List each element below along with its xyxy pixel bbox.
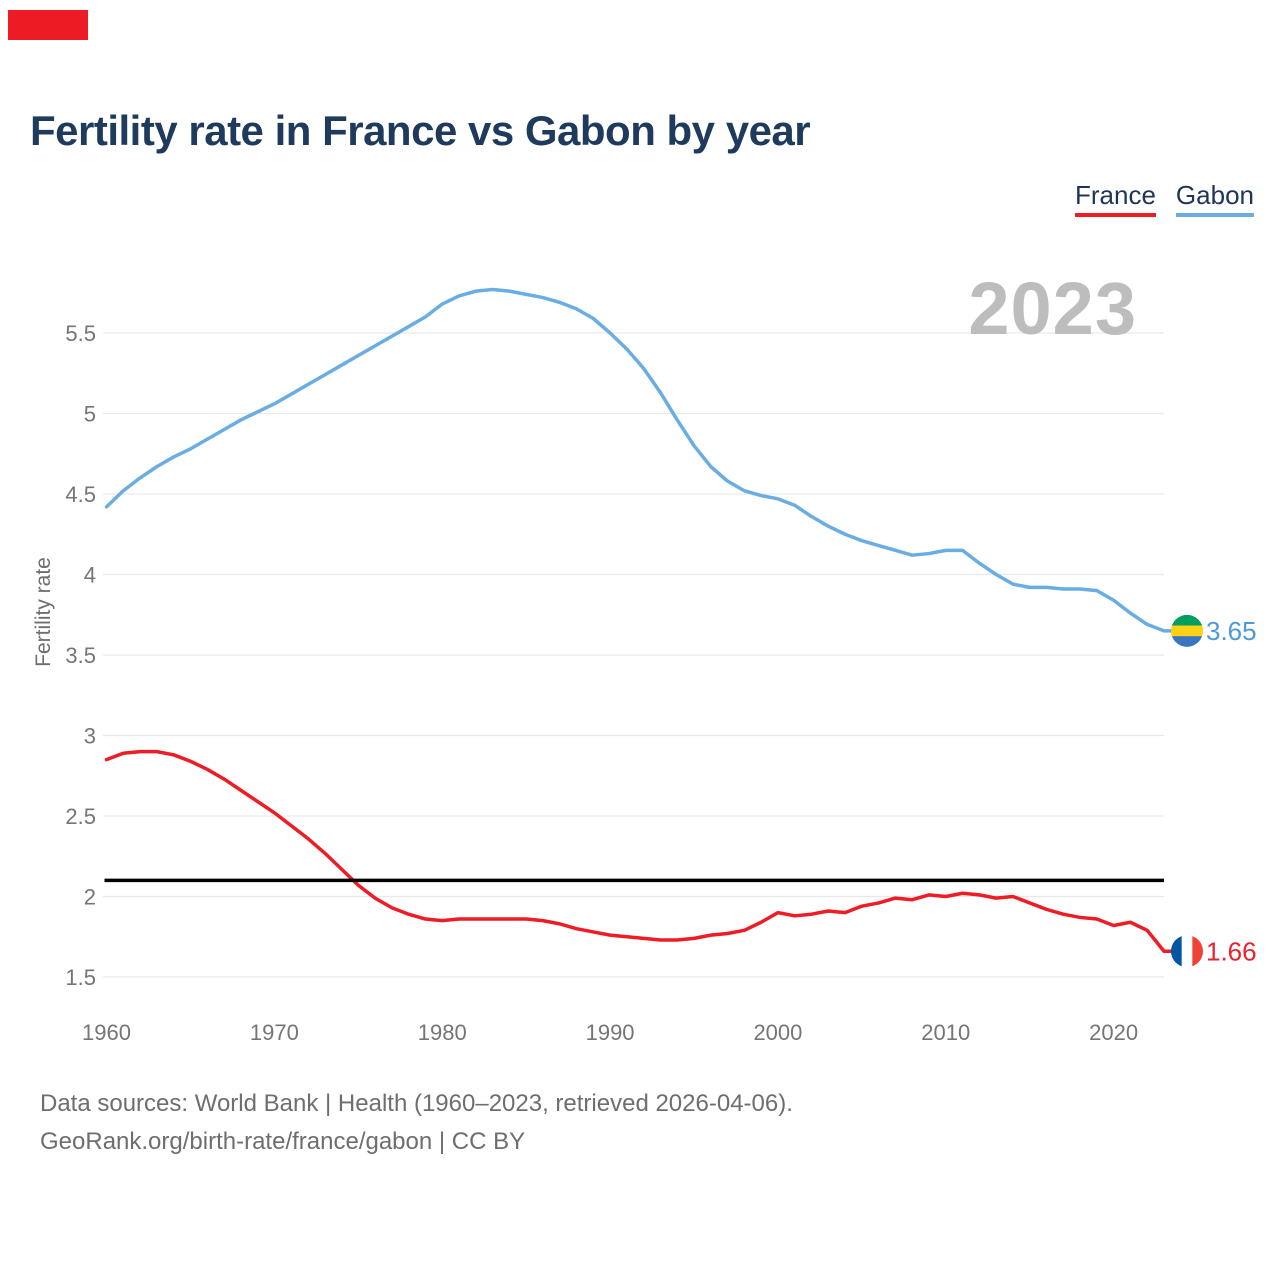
x-tick-label: 1970 bbox=[250, 1020, 299, 1045]
france-line-series[interactable] bbox=[104, 749, 1174, 953]
y-tick-label: 4.5 bbox=[65, 482, 96, 507]
footer-line-1: Data sources: World Bank | Health (1960–… bbox=[40, 1090, 793, 1117]
x-tick-label: 1980 bbox=[418, 1020, 467, 1045]
legend-label-france: France bbox=[1075, 180, 1156, 210]
footer-line-2: GeoRank.org/birth-rate/france/gabon | CC… bbox=[40, 1128, 526, 1155]
y-tick-label: 2.5 bbox=[65, 804, 96, 829]
y-tick-label: 3.5 bbox=[65, 643, 96, 668]
page-title: Fertility rate in France vs Gabon by yea… bbox=[30, 107, 811, 154]
legend-underline-gabon bbox=[1175, 213, 1254, 217]
legend-item-france[interactable]: France bbox=[1075, 182, 1156, 217]
gabon-end-value: 3.65 bbox=[1206, 616, 1257, 646]
y-tick-label: 5 bbox=[84, 402, 96, 427]
y-tick-label: 4 bbox=[84, 563, 96, 588]
gabon-flag-icon bbox=[1171, 614, 1203, 647]
y-axis-title: Fertility rate bbox=[32, 557, 55, 667]
y-tick-label: 1.5 bbox=[65, 965, 96, 990]
x-tick-label: 1960 bbox=[82, 1020, 131, 1045]
x-tick-label: 2010 bbox=[921, 1020, 970, 1045]
legend-item-gabon[interactable]: Gabon bbox=[1175, 180, 1254, 217]
data-source-note: Data sources: World Bank | Health (1960–… bbox=[40, 1085, 793, 1161]
y-tick-label: 2 bbox=[84, 885, 96, 910]
x-tick-label: 2000 bbox=[753, 1020, 802, 1045]
x-tick-label: 1990 bbox=[586, 1020, 635, 1045]
france-flag-icon bbox=[1171, 935, 1203, 968]
y-tick-label: 5.5 bbox=[65, 321, 96, 346]
france-end-value: 1.66 bbox=[1206, 936, 1257, 966]
legend-underline-france bbox=[1075, 213, 1156, 217]
y-tick-label: 3 bbox=[84, 724, 96, 749]
gabon-line-series[interactable] bbox=[104, 287, 1174, 633]
chart-legend: France Gabon bbox=[1075, 182, 1254, 217]
legend-label-gabon: Gabon bbox=[1175, 180, 1254, 210]
x-tick-label: 2020 bbox=[1089, 1020, 1138, 1045]
year-watermark: 2023 bbox=[968, 267, 1137, 350]
brand-accent-bar bbox=[8, 10, 88, 40]
